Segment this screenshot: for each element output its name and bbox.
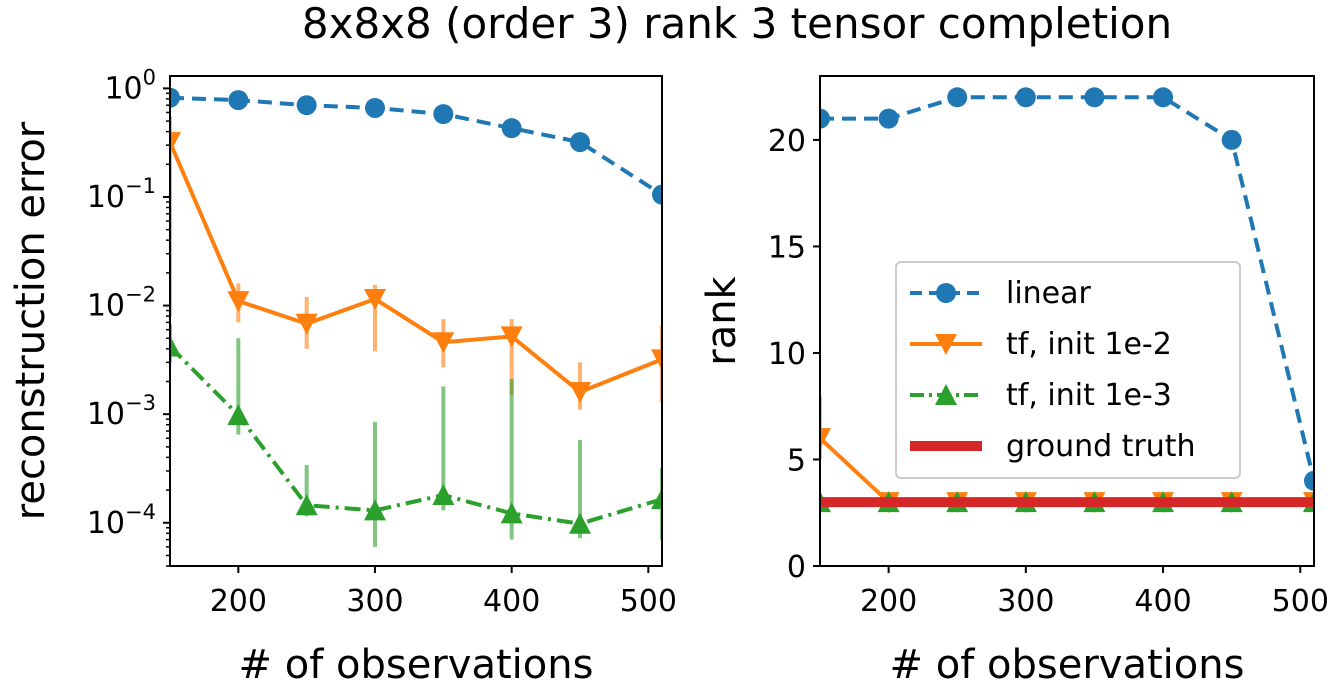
- data-point-linear: [820, 108, 830, 129]
- rank-panel: 200 300 400 500 # of observations 0 5 10 15 20 ran…: [699, 75, 1329, 688]
- axes-frame: [819, 75, 1315, 567]
- data-point-linear: [296, 95, 317, 116]
- data-point-linear: [1304, 470, 1314, 491]
- x-tick-label: 300: [346, 584, 403, 619]
- series-line-linear: [820, 95, 1314, 482]
- series-line-linear: [170, 95, 662, 197]
- data-point-linear: [652, 184, 662, 205]
- legend-label-ground_truth: ground truth: [1006, 429, 1196, 464]
- figure-title: 8x8x8 (order 3) rank 3 tensor completion: [302, 0, 1172, 48]
- data-point-tf_1e3: [432, 484, 455, 506]
- legend-label-tf_1e2: tf, init 1e-2: [1006, 327, 1172, 362]
- legend-marker-linear: [936, 283, 956, 303]
- x-tick-label: 400: [483, 584, 540, 619]
- data-point-linear: [570, 132, 590, 153]
- tick-exponent: −4: [125, 500, 156, 524]
- data-point-linear: [1153, 87, 1174, 108]
- data-point-linear: [365, 97, 385, 118]
- data-point-tf_1e2: [651, 349, 662, 371]
- data-point-tf_1e3: [651, 488, 662, 510]
- data-point-linear: [170, 87, 180, 108]
- y-tick-label: 10−3: [87, 391, 156, 432]
- data-point-tf_1e3: [500, 502, 523, 524]
- y-tick-label: 10−2: [87, 283, 156, 324]
- x-axis-label: # of observations: [239, 642, 594, 688]
- plot-area: [820, 87, 1314, 514]
- data-point-tf_1e2: [295, 313, 318, 335]
- y-tick-label: 15: [768, 230, 806, 265]
- y-axis-label: rank: [699, 275, 745, 365]
- series-line-tf_1e3: [170, 345, 662, 526]
- data-point-tf_1e2: [569, 382, 591, 404]
- legend-label-linear: linear: [1006, 276, 1092, 311]
- data-point-tf_1e2: [170, 132, 181, 154]
- axes-frame: [169, 75, 663, 567]
- y-tick-label: 20: [768, 124, 806, 159]
- tick-base: 10: [87, 180, 125, 215]
- data-point-tf_1e2: [500, 326, 523, 348]
- y-tick-label: 10−1: [87, 174, 156, 215]
- data-point-linear: [1015, 87, 1036, 108]
- y-tick-label: 100: [104, 65, 156, 106]
- tick-base: 10: [104, 71, 142, 106]
- data-point-tf_1e3: [364, 499, 386, 521]
- x-tick-label: 200: [860, 584, 917, 619]
- data-point-tf_1e2: [364, 288, 386, 310]
- y-tick-label: 10: [768, 337, 806, 372]
- data-point-tf_1e2: [820, 428, 831, 450]
- data-point-tf_1e3: [295, 494, 318, 516]
- tick-exponent: −1: [125, 174, 156, 198]
- legend-box: [895, 261, 1241, 479]
- error-panel: 200 300 400 500# of observations10010−110−2…: [8, 65, 677, 688]
- y-tick-label: 10−4: [87, 500, 156, 541]
- legend-label-tf_1e3: tf, init 1e-3: [1006, 378, 1172, 413]
- y-tick-label: 0: [787, 550, 806, 585]
- x-tick-label: 300: [997, 584, 1054, 619]
- x-tick-label: 500: [620, 584, 677, 619]
- data-point-tf_1e3: [569, 512, 591, 534]
- data-point-tf_1e3: [170, 335, 181, 357]
- data-point-linear: [878, 108, 899, 129]
- legend-marker-tf_1e3: [935, 384, 957, 405]
- data-point-linear: [1084, 87, 1105, 108]
- x-tick-label: 500: [1272, 584, 1329, 619]
- data-point-tf_1e2: [432, 332, 455, 354]
- data-point-linear: [947, 87, 968, 108]
- x-axis-label: # of observations: [890, 642, 1245, 688]
- data-point-linear: [433, 104, 454, 125]
- plot-area: [170, 87, 662, 547]
- tick-exponent: −3: [125, 391, 156, 415]
- tick-base: 10: [87, 506, 125, 541]
- data-point-linear: [501, 118, 522, 139]
- tick-base: 10: [87, 289, 125, 324]
- series-line-tf_1e2: [170, 141, 662, 395]
- tick-base: 10: [87, 397, 125, 432]
- data-point-tf_1e3: [227, 404, 250, 426]
- x-tick-label: 200: [210, 584, 267, 619]
- tick-exponent: −2: [125, 283, 156, 307]
- data-point-tf_1e2: [227, 291, 250, 313]
- x-tick-label: 400: [1134, 584, 1191, 619]
- legend-marker-tf_1e2: [935, 334, 957, 355]
- tick-exponent: 0: [143, 65, 156, 89]
- data-point-linear: [1221, 129, 1242, 150]
- y-axis-label: reconstruction error: [8, 121, 54, 520]
- y-tick-label: 5: [787, 443, 806, 478]
- data-point-linear: [228, 90, 249, 111]
- legend: linear tf, init 1e-2 tf, init 1e-3 ground t…: [895, 261, 1241, 479]
